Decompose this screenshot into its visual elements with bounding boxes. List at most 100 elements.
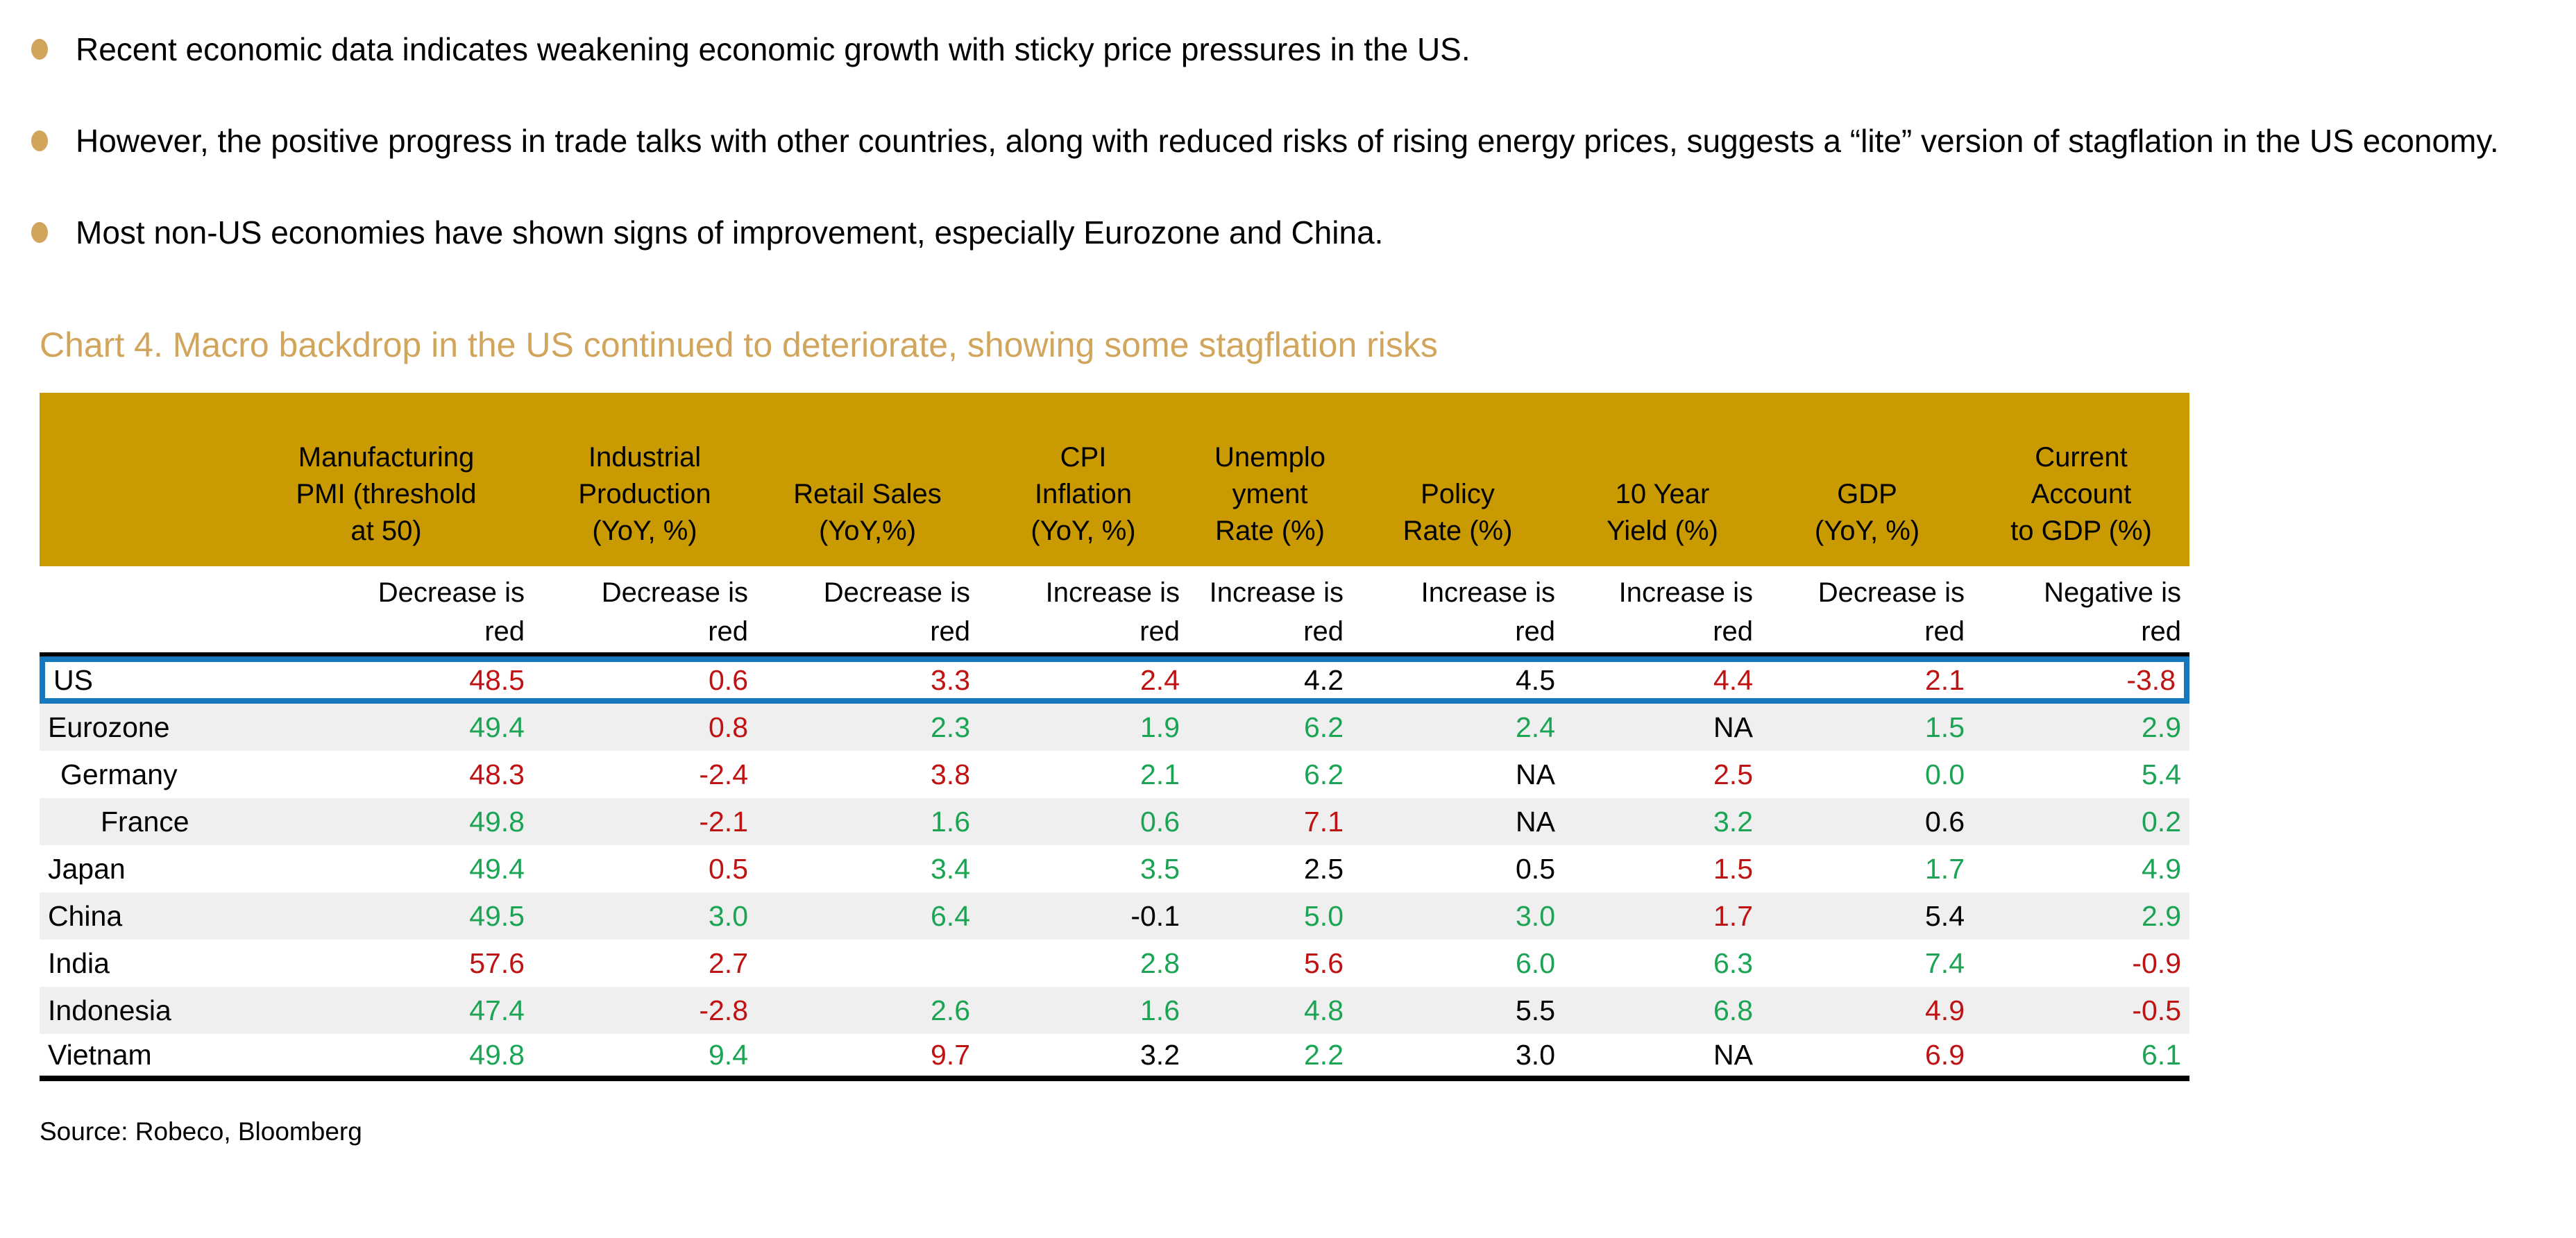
col-note-cpi-inflation: Increase is red xyxy=(978,566,1188,656)
col-header-10-year-yield: 10 Year Yield (%) xyxy=(1564,393,1761,566)
cell: 2.6 xyxy=(756,987,978,1034)
row-label: China xyxy=(40,892,239,940)
cell: 3.0 xyxy=(533,892,756,940)
cell: -2.1 xyxy=(533,798,756,845)
cell: 4.2 xyxy=(1188,656,1352,704)
cell: 2.7 xyxy=(709,947,748,979)
cell: 6.9 xyxy=(1761,1034,1973,1081)
table-note-row: Decrease is red Decrease is red Decrease… xyxy=(40,566,2189,656)
cell: 4.9 xyxy=(1761,987,1973,1034)
col-note-policy-rate: Increase is red xyxy=(1352,566,1564,656)
cell xyxy=(756,940,978,987)
cell: 4.5 xyxy=(1352,656,1564,704)
cell: 57.6 xyxy=(469,947,525,979)
row-label: Indonesia xyxy=(40,987,239,1034)
cell: NA xyxy=(1516,758,1555,790)
cell: 49.4 xyxy=(239,704,533,751)
cell: 2.9 xyxy=(1973,704,2189,751)
row-label: France xyxy=(40,798,239,845)
cell: 6.2 xyxy=(1304,758,1344,790)
bullet-text: However, the positive progress in trade … xyxy=(76,123,2499,159)
col-note-unemployment-rate: Increase is red xyxy=(1188,566,1352,656)
cell: 0.6 xyxy=(1761,798,1973,845)
col-header-cpi-inflation: CPI Inflation (YoY, %) xyxy=(978,393,1188,566)
cell: 49.4 xyxy=(469,852,525,885)
cell: -2.8 xyxy=(533,987,756,1034)
cell: 6.1 xyxy=(1973,1034,2189,1081)
cell: 3.8 xyxy=(931,758,970,790)
cell: 3.5 xyxy=(1140,852,1180,885)
cell: 1.6 xyxy=(978,987,1188,1034)
cell: 49.5 xyxy=(239,892,533,940)
cell: 1.5 xyxy=(1713,852,1753,885)
table-row-japan: Japan 49.4 0.5 3.4 3.5 2.5 0.5 1.5 1.7 4… xyxy=(40,845,2189,892)
table-row-eurozone: Eurozone 49.4 0.8 2.3 1.9 6.2 2.4 NA 1.5… xyxy=(40,704,2189,751)
col-note-retail-sales: Decrease is red xyxy=(756,566,978,656)
cell: 4.9 xyxy=(2142,852,2181,885)
row-label: India xyxy=(48,947,110,979)
cell: 3.4 xyxy=(931,852,970,885)
col-header-country xyxy=(40,393,239,566)
cell: 2.5 xyxy=(1713,758,1753,790)
col-note-current-account: Negative is red xyxy=(1973,566,2189,656)
col-header-current-account: Current Account to GDP (%) xyxy=(1973,393,2189,566)
cell: NA xyxy=(1564,704,1761,751)
col-header-manufacturing-pmi: Manufacturing PMI (threshold at 50) xyxy=(239,393,533,566)
table-row-us: US 48.5 0.6 3.3 2.4 4.2 4.5 4.4 2.1 -3.8 xyxy=(40,656,2189,704)
bullet-icon xyxy=(31,222,48,243)
col-header-policy-rate: Policy Rate (%) xyxy=(1352,393,1564,566)
bullet-text: Most non-US economies have shown signs o… xyxy=(76,214,1384,251)
cell: 6.3 xyxy=(1713,947,1753,979)
cell: 3.2 xyxy=(978,1034,1188,1081)
table-row-india: India 57.6 2.7 2.8 5.6 6.0 6.3 7.4 -0.9 xyxy=(40,940,2189,987)
cell: 3.0 xyxy=(1352,892,1564,940)
bullet-item: Recent economic data indicates weakening… xyxy=(31,21,2541,78)
col-note-10-year-yield: Increase is red xyxy=(1564,566,1761,656)
cell: NA xyxy=(1564,1034,1761,1081)
cell: -0.9 xyxy=(2132,947,2181,979)
cell: -3.8 xyxy=(1973,656,2189,704)
bullet-item: However, the positive progress in trade … xyxy=(31,112,2541,169)
bullet-text: Recent economic data indicates weakening… xyxy=(76,31,1471,67)
source-note: Source: Robeco, Bloomberg xyxy=(40,1117,362,1146)
table-row-vietnam: Vietnam 49.8 9.4 9.7 3.2 2.2 3.0 NA 6.9 … xyxy=(40,1034,2189,1081)
cell: 6.0 xyxy=(1516,947,1555,979)
cell: 0.6 xyxy=(978,798,1188,845)
col-header-gdp: GDP (YoY, %) xyxy=(1761,393,1973,566)
cell: 1.5 xyxy=(1761,704,1973,751)
cell: 1.9 xyxy=(978,704,1188,751)
cell: NA xyxy=(1352,798,1564,845)
cell: 49.8 xyxy=(239,798,533,845)
cell: 1.7 xyxy=(1564,892,1761,940)
macro-table: Manufacturing PMI (threshold at 50) Indu… xyxy=(40,393,2189,1081)
cell: 6.2 xyxy=(1188,704,1352,751)
cell: 2.8 xyxy=(1140,947,1180,979)
table-row-indonesia: Indonesia 47.4 -2.8 2.6 1.6 4.8 5.5 6.8 … xyxy=(40,987,2189,1034)
col-header-retail-sales: Retail Sales (YoY,%) xyxy=(756,393,978,566)
cell: -0.5 xyxy=(1973,987,2189,1034)
table-header-row: Manufacturing PMI (threshold at 50) Indu… xyxy=(40,393,2189,566)
cell: 6.4 xyxy=(756,892,978,940)
row-label: Eurozone xyxy=(40,704,239,751)
cell: 0.5 xyxy=(709,852,748,885)
cell: 5.6 xyxy=(1304,947,1344,979)
col-note-industrial-production: Decrease is red xyxy=(533,566,756,656)
cell: 2.1 xyxy=(1140,758,1180,790)
cell: 3.2 xyxy=(1564,798,1761,845)
row-label: Germany xyxy=(60,758,178,790)
cell: 7.4 xyxy=(1925,947,1965,979)
cell: 1.6 xyxy=(756,798,978,845)
cell: 2.4 xyxy=(978,656,1188,704)
cell: 2.3 xyxy=(756,704,978,751)
col-note-gdp: Decrease is red xyxy=(1761,566,1973,656)
table-row-france: France 49.8 -2.1 1.6 0.6 7.1 NA 3.2 0.6 … xyxy=(40,798,2189,845)
cell: -2.4 xyxy=(699,758,748,790)
cell: 7.1 xyxy=(1188,798,1352,845)
cell: 48.3 xyxy=(469,758,525,790)
cell: 0.2 xyxy=(1973,798,2189,845)
cell: 0.0 xyxy=(1925,758,1965,790)
cell: 2.4 xyxy=(1352,704,1564,751)
cell: 0.8 xyxy=(533,704,756,751)
chart-title: Chart 4. Macro backdrop in the US contin… xyxy=(40,325,1438,364)
table-row-china: China 49.5 3.0 6.4 -0.1 5.0 3.0 1.7 5.4 … xyxy=(40,892,2189,940)
